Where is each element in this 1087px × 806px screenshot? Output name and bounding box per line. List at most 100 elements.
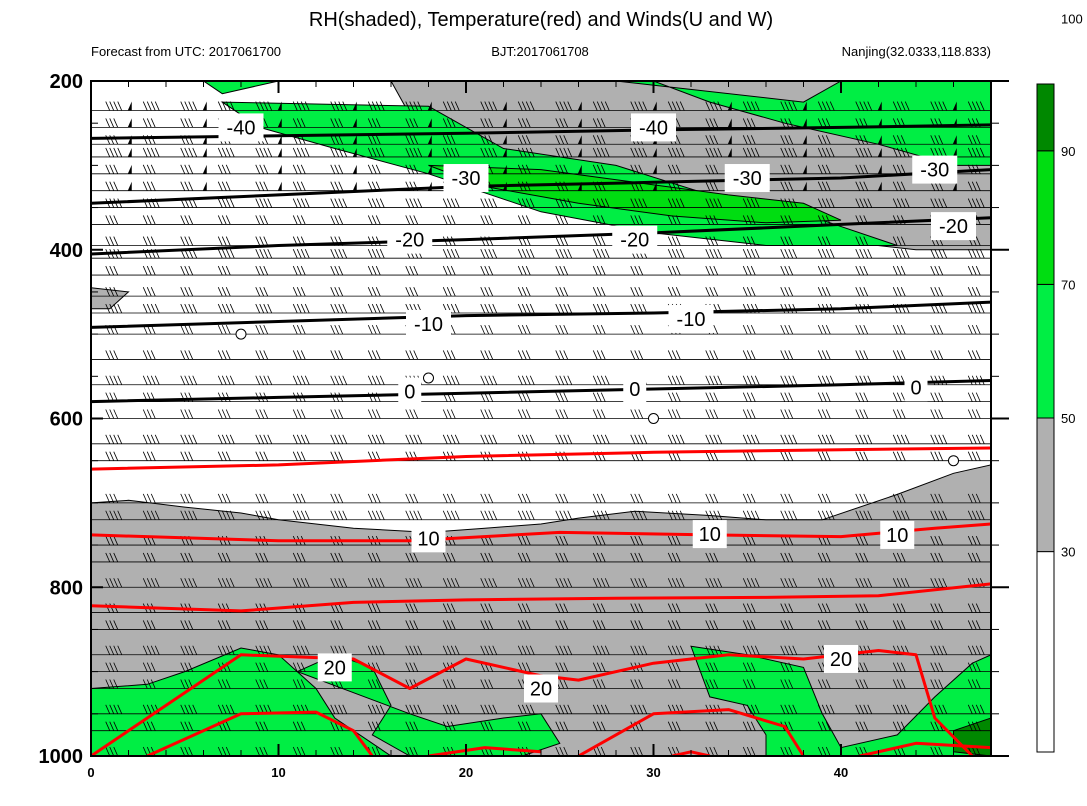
wind-barb: [742, 746, 756, 756]
temperature-contours: [91, 123, 991, 756]
wind-barb: [780, 164, 807, 174]
svg-text:-10: -10: [414, 314, 443, 336]
wind-barb: [180, 552, 194, 563]
wind-barb: [405, 164, 432, 174]
wind-barb: [892, 350, 906, 360]
wind-barb: [705, 375, 723, 385]
wind-barb: [630, 510, 648, 520]
temp-contour-11: [428, 746, 542, 756]
wind-barb: [367, 679, 381, 689]
wind-barb: [780, 375, 798, 385]
wind-barb: [817, 603, 831, 613]
wind-barb: [180, 215, 194, 225]
wind-barb: [780, 493, 794, 504]
wind-barb: [255, 375, 273, 385]
wind-barb: [105, 434, 123, 444]
wind-barb: [630, 164, 657, 174]
wind-barb: [105, 704, 123, 714]
wind-barb: [780, 552, 794, 563]
wind-barb: [555, 286, 569, 297]
wind-barb: [367, 286, 381, 297]
wind-barb: [217, 746, 231, 756]
wind-barb: [142, 679, 156, 689]
wind-barb: [780, 101, 807, 111]
wind-barb: [592, 493, 606, 504]
wind-barb: [555, 303, 573, 314]
wind-barb: [817, 578, 835, 588]
wind-barb: [967, 409, 981, 419]
wind-barb: [930, 392, 944, 402]
wind-barb: [405, 118, 432, 128]
wind-barb: [780, 451, 794, 461]
wind-barb: [967, 101, 985, 111]
wind-barb: [742, 434, 760, 444]
wind-barb: [930, 493, 944, 504]
wind-barb: [255, 303, 273, 314]
wind-barb: [480, 118, 507, 128]
wind-barb: [142, 118, 156, 128]
wind-barb: [105, 409, 119, 419]
wind-barb: [892, 101, 910, 111]
wind-barb: [592, 147, 610, 158]
wind-barb: [555, 552, 569, 563]
wind-barb: [367, 324, 381, 335]
wind-barb: [330, 324, 344, 335]
temp-contour--20: [91, 216, 991, 256]
wind-barb: [255, 164, 282, 174]
contour-label: -30: [912, 155, 958, 184]
wind-barb: [292, 375, 310, 385]
wind-barb: [630, 535, 644, 546]
wind-barb: [592, 286, 606, 297]
wind-barb: [405, 286, 419, 297]
wind-barb: [255, 147, 282, 158]
wind-barb: [780, 215, 794, 225]
wind-barb: [742, 392, 756, 402]
wind-barb: [667, 215, 681, 225]
wind-barb: [367, 249, 385, 259]
wind-barb: [180, 265, 194, 276]
wind-barb: [217, 249, 235, 259]
wind-barb: [405, 434, 423, 444]
wind-barb: [855, 101, 882, 111]
wind-barb: [217, 493, 231, 504]
wind-barb: [705, 510, 723, 520]
wind-barb: [705, 286, 719, 297]
wind-barb: [405, 552, 419, 563]
wind-barb: [217, 324, 231, 335]
wind-barb: [855, 265, 869, 276]
svg-text:20: 20: [530, 679, 552, 701]
wind-barb: [292, 286, 306, 297]
wind-barb: [330, 118, 357, 128]
wind-barb: [780, 198, 798, 208]
wind-barb: [667, 620, 681, 630]
wind-barb: [105, 493, 119, 504]
wind-barb: [442, 552, 456, 563]
wind-barb: [217, 101, 235, 111]
wind-barb: [105, 510, 123, 520]
wind-barb: [330, 578, 348, 588]
wind-barb: [292, 350, 306, 360]
wind-barb: [892, 620, 906, 630]
wind-barb: [667, 662, 681, 672]
wind-barb: [255, 409, 269, 419]
wind-barb: [855, 198, 873, 208]
wind-barb: [667, 645, 685, 655]
wind-barb: [442, 198, 460, 208]
wind-barb: [405, 493, 419, 504]
wind-barb: [592, 375, 610, 385]
wind-barb: [255, 620, 269, 630]
wind-barb: [742, 198, 760, 208]
wind-barb: [592, 118, 606, 128]
contour-label: 10: [880, 520, 915, 549]
colorbar-label: 70: [1061, 277, 1075, 292]
wind-barb: [480, 603, 494, 613]
wind-barb: [180, 409, 194, 419]
wind-barb: [480, 101, 507, 111]
wind-barb: [667, 493, 681, 504]
wind-barb: [330, 434, 348, 444]
wind-barb: [105, 350, 119, 360]
wind-barb: [817, 324, 831, 335]
wind-barb: [742, 118, 756, 128]
wind-barb: [630, 409, 644, 419]
wind-barb: [705, 493, 719, 504]
